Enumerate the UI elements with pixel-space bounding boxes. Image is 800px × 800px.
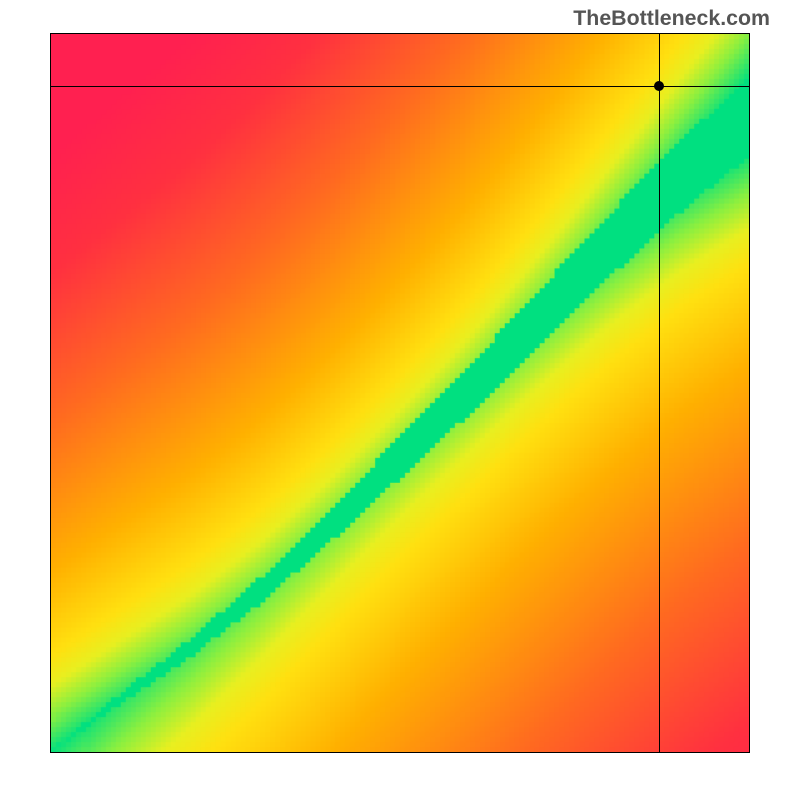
crosshair-marker: [654, 81, 664, 91]
bottleneck-heatmap: [50, 33, 750, 753]
heatmap-canvas: [51, 34, 749, 752]
crosshair-horizontal: [51, 86, 749, 87]
crosshair-vertical: [659, 34, 660, 752]
attribution-text: TheBottleneck.com: [573, 6, 770, 31]
